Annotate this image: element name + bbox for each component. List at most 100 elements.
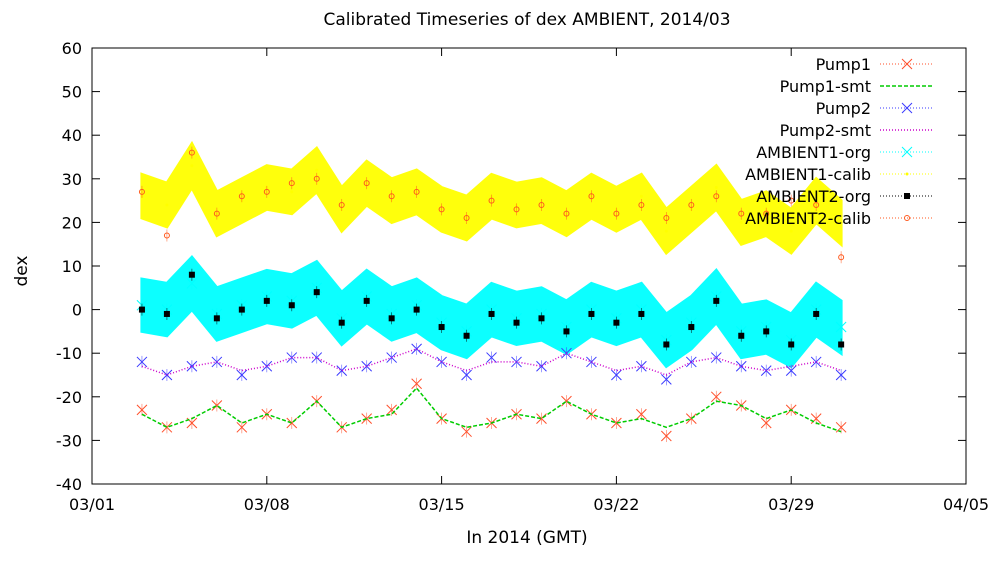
y-tick-label: -10 [56, 344, 82, 363]
pump1-point [611, 417, 622, 429]
ambient2-calib-point [713, 193, 720, 200]
tick-layer: -40 -30 -20 -10 0 10 20 30 40 50 60 03/01 03/08 03/15… [56, 39, 989, 514]
ambient2-org-point [538, 315, 545, 322]
ambient2-calib-point [263, 188, 270, 195]
ambient1-calib-point [190, 164, 194, 168]
series-pump1 [136, 377, 847, 443]
pump2-point [336, 365, 348, 376]
pump2-point [236, 369, 248, 381]
ambient1-calib-point [739, 220, 743, 224]
ambient1-calib-point [315, 168, 319, 172]
pump2-point [710, 352, 722, 363]
ambient2-org-point [663, 341, 670, 348]
y-tick-label: 60 [62, 39, 82, 58]
x-tick-label: 03/08 [244, 495, 290, 514]
legend: Pump1 Pump1-smt Pump2 Pump2-smt AMBIENT1-org… [745, 55, 934, 228]
ambient2-calib-point [763, 210, 770, 217]
ambient2-org-point [463, 332, 470, 339]
band-layer [140, 140, 843, 369]
pump1-smt-line [141, 386, 842, 433]
pump2-point [586, 356, 597, 368]
pump2-point [486, 352, 497, 363]
pump1-point [660, 430, 672, 442]
pump2-point [411, 343, 422, 355]
ambient2-calib-point [788, 197, 795, 204]
ambient2-org-point [388, 315, 395, 322]
ambient2-org-point [713, 297, 720, 304]
ambient2-org-point [138, 306, 145, 313]
ambient2-calib-point [663, 215, 670, 222]
ambient2-org-point [588, 310, 595, 317]
ambient2-org-point [238, 306, 245, 313]
pump1-point [710, 391, 722, 403]
pump2-point [660, 374, 672, 385]
ambient2-org-point [213, 315, 220, 322]
pump2-point [161, 369, 173, 381]
y-tick-label: 30 [62, 170, 82, 189]
pump2-point [835, 369, 847, 381]
ambient2-org-point [413, 306, 420, 313]
ambient2-org-point [313, 289, 320, 296]
x-tick-label: 03/15 [419, 495, 465, 514]
ambient2-calib-point [338, 201, 345, 208]
y-tick-label: 40 [62, 126, 82, 145]
ambient2-org-point [363, 297, 370, 304]
pump1-point [136, 404, 148, 416]
legend-label: Pump2 [816, 99, 871, 118]
ambient2-org-point [738, 332, 745, 339]
pump1-point [760, 417, 772, 429]
ambient2-org-point [163, 310, 170, 317]
legend-label: AMBIENT1-calib [745, 165, 871, 184]
legend-marker-pump2 [901, 102, 913, 114]
ambient1-calib-point [839, 220, 843, 224]
pump2-point [186, 360, 198, 372]
pump1-point [636, 408, 647, 420]
legend-label: AMBIENT2-org [756, 187, 871, 206]
ambient2-org-point [438, 324, 445, 331]
pump1-point [461, 426, 472, 438]
y-tick-label: -30 [56, 431, 82, 450]
pump2-point [611, 369, 622, 381]
y-axis-label: dex [12, 255, 32, 286]
ambient1-calib-point [789, 229, 793, 233]
pump2-point [536, 360, 547, 372]
ambient2-calib-point [188, 149, 195, 156]
pump1-point [685, 413, 697, 424]
pump2-point [261, 360, 273, 372]
legend-marker-ambient2-org [904, 193, 910, 199]
ambient2-calib-point [213, 210, 220, 217]
pump1-point [236, 421, 248, 433]
ambient2-org-point [288, 302, 295, 309]
x-tick-label: 04/05 [943, 495, 989, 514]
ambient2-org-point [188, 271, 195, 278]
legend-marker-ambient1-calib [905, 172, 909, 176]
ambient2-org-point [338, 319, 345, 326]
ambient2-calib-point [363, 180, 370, 187]
ambient2-calib-point [313, 175, 320, 182]
y-tick-label: 10 [62, 257, 82, 276]
pump1-point [211, 400, 223, 411]
ambient2-org-point [513, 319, 520, 326]
ambient1-calib-point [639, 194, 643, 198]
ambient2-org-point [563, 328, 570, 335]
ambient1-org-point [186, 278, 198, 289]
ambient2-calib-point [288, 180, 295, 187]
chart-title: Calibrated Timeseries of dex AMBIENT, 20… [323, 10, 730, 30]
series-ambient2-org [138, 268, 845, 351]
ambient2-calib-point [538, 201, 545, 208]
ambient2-calib-point [488, 197, 495, 204]
legend-label: Pump1-smt [780, 77, 871, 96]
ambient2-org-point [688, 324, 695, 331]
ambient2-calib-point [463, 215, 470, 222]
ambient2-calib-point [513, 206, 520, 213]
legend-label: AMBIENT1-org [756, 143, 871, 162]
legend-marker-ambient1-org [901, 146, 913, 158]
ambient2-org-point [263, 297, 270, 304]
x-tick-label: 03/01 [69, 495, 115, 514]
pump2-point [785, 365, 797, 376]
y-tick-label: 20 [62, 213, 82, 232]
ambient2-org-point [838, 341, 845, 348]
ambient2-org-point [638, 310, 645, 317]
ambient1-calib-point [165, 203, 169, 207]
